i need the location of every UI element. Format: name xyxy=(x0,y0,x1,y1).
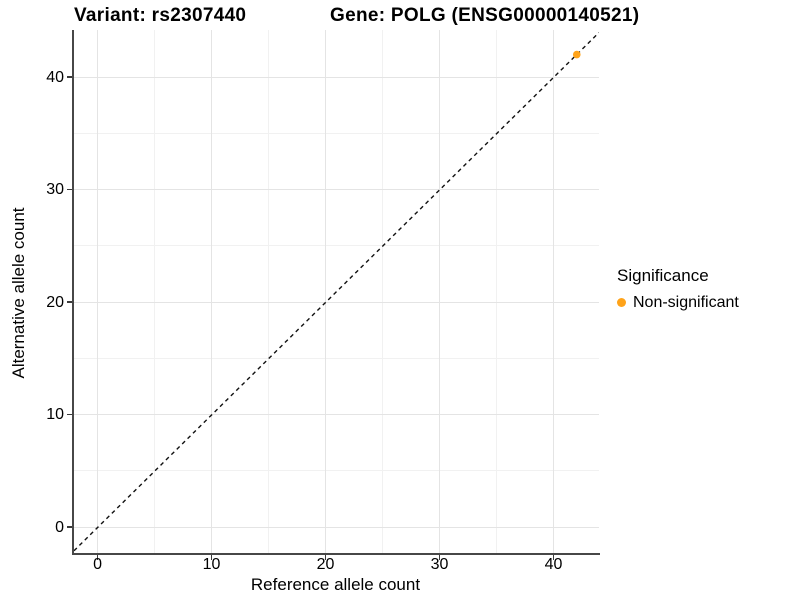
major-gridline-horizontal xyxy=(73,526,599,528)
minor-gridline-horizontal xyxy=(73,357,599,359)
identity-dashed-line xyxy=(73,32,599,552)
y-axis-line xyxy=(71,30,74,555)
variant-title: Variant: rs2307440 xyxy=(74,5,247,26)
x-tick-label: 20 xyxy=(316,556,335,573)
x-tick-mark xyxy=(438,555,441,560)
major-gridline-horizontal xyxy=(73,76,599,78)
legend-item-label: Non-significant xyxy=(633,294,739,311)
y-tick-mark xyxy=(66,413,72,416)
y-tick-label: 10 xyxy=(46,406,64,424)
major-gridline-vertical xyxy=(438,30,440,553)
major-gridline-vertical xyxy=(552,30,554,553)
x-axis-title: Reference allele count xyxy=(250,575,421,594)
minor-gridline-vertical xyxy=(268,30,270,553)
x-axis-line xyxy=(71,553,600,555)
major-gridline-horizontal xyxy=(73,414,599,416)
plot-canvas xyxy=(73,32,599,552)
plot-panel xyxy=(73,30,599,553)
minor-gridline-horizontal xyxy=(73,245,599,247)
y-tick-label: 40 xyxy=(46,68,64,86)
y-tick-label: 30 xyxy=(46,181,64,199)
minor-gridline-horizontal xyxy=(73,470,599,472)
minor-gridline-vertical xyxy=(154,30,156,553)
legend: Significance Non-significant xyxy=(617,266,739,312)
y-tick-mark xyxy=(66,301,72,303)
major-gridline-vertical xyxy=(97,30,99,553)
y-tick-mark xyxy=(66,76,72,78)
x-tick-mark xyxy=(324,555,327,560)
x-tick-mark xyxy=(552,555,555,560)
major-gridline-horizontal xyxy=(73,301,599,303)
x-tick-label: 40 xyxy=(544,556,563,573)
minor-gridline-vertical xyxy=(495,30,497,553)
major-gridline-vertical xyxy=(211,30,213,553)
y-tick-label: 0 xyxy=(55,518,64,536)
x-tick-label: 30 xyxy=(430,556,449,573)
y-tick-mark xyxy=(66,188,72,191)
minor-gridline-vertical xyxy=(382,30,383,553)
x-tick-label: 10 xyxy=(202,556,221,573)
gene-title: Gene: POLG (ENSG00000140521) xyxy=(330,5,640,26)
y-tick-label: 20 xyxy=(46,293,64,311)
legend-title: Significance xyxy=(617,266,709,285)
legend-point-swatch xyxy=(617,298,626,307)
x-tick-label: 0 xyxy=(93,556,102,573)
major-gridline-horizontal xyxy=(73,189,599,191)
major-gridline-vertical xyxy=(325,30,326,553)
x-tick-mark xyxy=(210,555,213,560)
data-point xyxy=(572,50,581,59)
y-tick-mark xyxy=(66,526,72,528)
minor-gridline-horizontal xyxy=(73,132,599,134)
x-tick-mark xyxy=(96,555,99,560)
legend-item-non-significant: Non-significant xyxy=(617,293,739,312)
